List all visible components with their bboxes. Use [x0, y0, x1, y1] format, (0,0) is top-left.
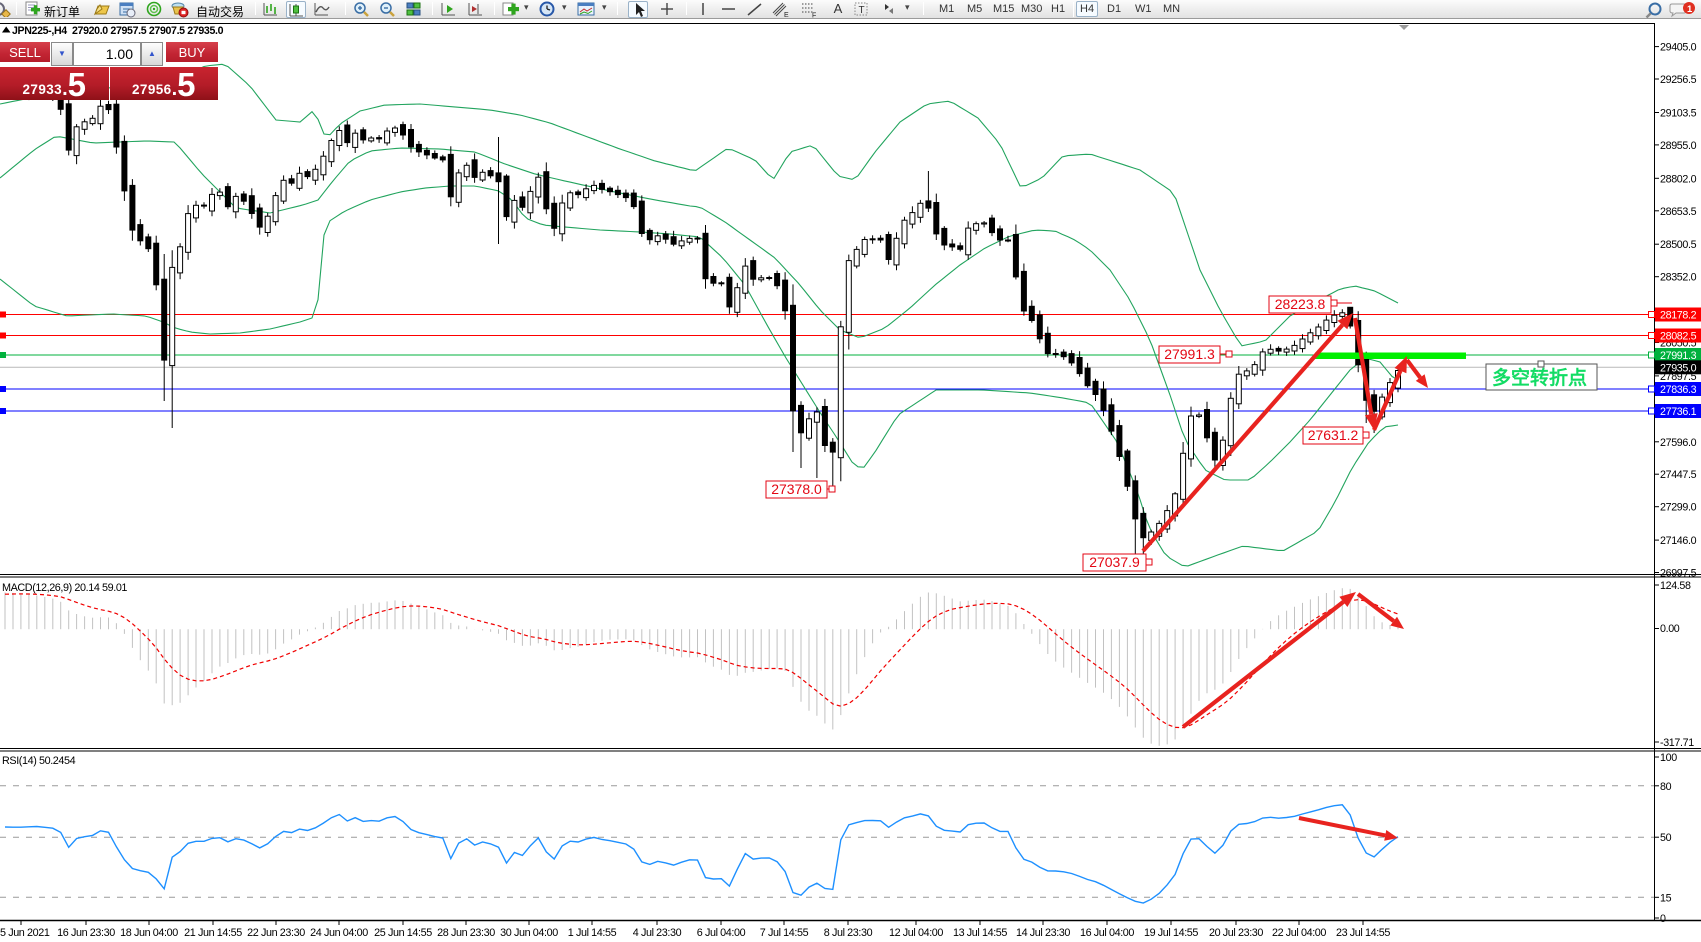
svg-text:6 Jul 04:00: 6 Jul 04:00 [697, 927, 746, 939]
svg-text:7 Jul 14:55: 7 Jul 14:55 [760, 927, 809, 939]
svg-text:28802.0: 28802.0 [1660, 173, 1697, 185]
svg-text:16 Jul 04:00: 16 Jul 04:00 [1080, 927, 1134, 939]
svg-text:21 Jun 14:55: 21 Jun 14:55 [184, 927, 242, 939]
svg-text:15: 15 [1660, 892, 1672, 904]
svg-text:22 Jun 23:30: 22 Jun 23:30 [247, 927, 305, 939]
svg-text:80: 80 [1660, 781, 1672, 793]
svg-text:27736.1: 27736.1 [1660, 406, 1697, 418]
svg-text:1: 1 [1687, 4, 1693, 15]
svg-text:1 Jul 14:55: 1 Jul 14:55 [568, 927, 617, 939]
svg-text:27631.2: 27631.2 [1308, 427, 1359, 443]
svg-text:18 Jun 04:00: 18 Jun 04:00 [120, 927, 178, 939]
svg-text:27447.5: 27447.5 [1660, 469, 1697, 481]
svg-text:12 Jul 04:00: 12 Jul 04:00 [889, 927, 943, 939]
svg-text:27991.3: 27991.3 [1164, 346, 1215, 362]
svg-text:27378.0: 27378.0 [771, 481, 822, 497]
svg-text:RSI(14) 50.2454: RSI(14) 50.2454 [2, 755, 76, 767]
svg-text:F: F [812, 13, 816, 19]
svg-text:5 Jun 2021: 5 Jun 2021 [0, 927, 50, 939]
svg-text:E: E [784, 12, 789, 18]
svg-text:4 Jul 23:30: 4 Jul 23:30 [633, 927, 682, 939]
svg-text:29405.0: 29405.0 [1660, 42, 1697, 54]
svg-text:28500.5: 28500.5 [1660, 239, 1697, 251]
svg-text:T: T [859, 5, 865, 16]
svg-text:28352.0: 28352.0 [1660, 272, 1697, 284]
svg-text:27836.3: 27836.3 [1660, 384, 1697, 396]
svg-text:24 Jun 04:00: 24 Jun 04:00 [310, 927, 368, 939]
svg-text:27596.0: 27596.0 [1660, 437, 1697, 449]
svg-text:16 Jun 23:30: 16 Jun 23:30 [57, 927, 115, 939]
svg-text:27991.3: 27991.3 [1660, 350, 1697, 362]
svg-text:29103.5: 29103.5 [1660, 108, 1697, 120]
svg-text:25 Jun 14:55: 25 Jun 14:55 [374, 927, 432, 939]
svg-text:100: 100 [1660, 752, 1677, 764]
svg-text:28082.5: 28082.5 [1660, 331, 1697, 343]
svg-text:27146.0: 27146.0 [1660, 535, 1697, 547]
svg-text:26997.5: 26997.5 [1660, 568, 1697, 580]
svg-text:28178.2: 28178.2 [1660, 310, 1697, 322]
svg-text:27299.0: 27299.0 [1660, 502, 1697, 514]
svg-text:29256.5: 29256.5 [1660, 74, 1697, 86]
svg-text:19 Jul 14:55: 19 Jul 14:55 [1144, 927, 1198, 939]
svg-text:14 Jul 23:30: 14 Jul 23:30 [1016, 927, 1070, 939]
svg-text:23 Jul 14:55: 23 Jul 14:55 [1336, 927, 1390, 939]
svg-text:28955.0: 28955.0 [1660, 140, 1697, 152]
svg-text:28223.8: 28223.8 [1275, 296, 1326, 312]
svg-text:JPN225-,H4 27920.0 27957.5 27: JPN225-,H4 27920.0 27957.5 27907.5 27935… [12, 25, 224, 37]
svg-text:27935.0: 27935.0 [1660, 362, 1697, 374]
svg-text:MACD(12,26,9) 20.14 59.01: MACD(12,26,9) 20.14 59.01 [2, 582, 127, 594]
svg-text:22 Jul 04:00: 22 Jul 04:00 [1272, 927, 1326, 939]
svg-text:50: 50 [1660, 832, 1672, 844]
svg-text:28653.5: 28653.5 [1660, 206, 1697, 218]
svg-text:27037.9: 27037.9 [1089, 554, 1140, 570]
svg-text:124.58: 124.58 [1660, 580, 1691, 592]
svg-text:-317.71: -317.71 [1660, 737, 1694, 749]
svg-text:28 Jun 23:30: 28 Jun 23:30 [437, 927, 495, 939]
svg-text:20 Jul 23:30: 20 Jul 23:30 [1209, 927, 1263, 939]
svg-text:多空转折点: 多空转折点 [1492, 366, 1587, 389]
svg-text:8 Jul 23:30: 8 Jul 23:30 [824, 927, 873, 939]
svg-text:0.00: 0.00 [1660, 623, 1680, 635]
svg-text:30 Jun 04:00: 30 Jun 04:00 [500, 927, 558, 939]
svg-text:13 Jul 14:55: 13 Jul 14:55 [953, 927, 1007, 939]
svg-text:0: 0 [1660, 913, 1666, 925]
